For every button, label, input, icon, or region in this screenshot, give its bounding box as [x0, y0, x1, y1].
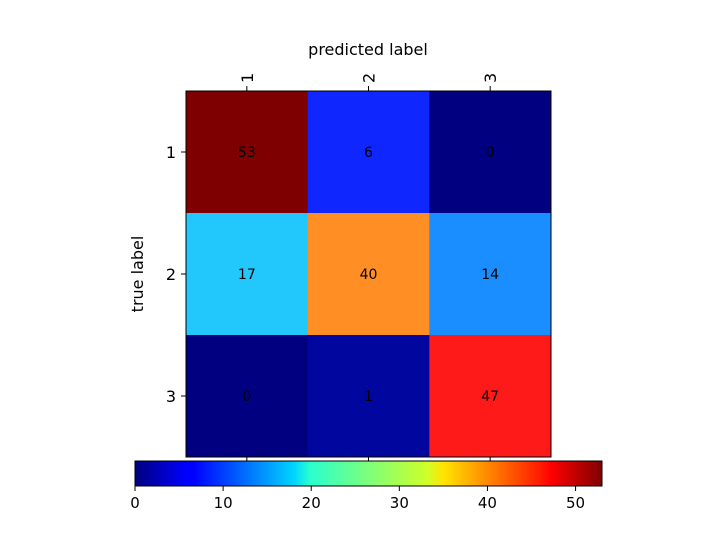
heatmap-cell-r2-c1 — [186, 213, 309, 336]
heatmap-cell-labels: 53 6 0 17 40 14 0 1 47 — [238, 145, 499, 405]
heatmap-cell-r3-c3 — [429, 335, 552, 458]
x-tick-label: 3 — [481, 73, 500, 83]
heatmap-cell-r2-c2 — [307, 213, 430, 336]
heatmap-cell-r2-c3 — [429, 213, 552, 336]
colorbar-tick-label: 10 — [214, 494, 233, 512]
colorbar-tick-label: 30 — [390, 494, 409, 512]
cell-value-label-r3-c1: 0 — [242, 389, 251, 405]
cell-value-label-r2-c3: 14 — [481, 267, 499, 283]
heatmap-cells — [186, 91, 552, 458]
cell-value-label-r2-c2: 40 — [360, 267, 378, 283]
colorbar-tick-label: 20 — [302, 494, 321, 512]
y-tick-label: 1 — [166, 143, 176, 162]
colorbar-ticks: 0 10 20 30 40 50 — [130, 486, 585, 512]
cell-value-label-r3-c3: 47 — [481, 389, 499, 405]
y-axis-ticks: 1 2 3 — [166, 143, 186, 406]
x-tick-label: 2 — [360, 73, 379, 83]
cell-value-label-r1-c3: 0 — [486, 145, 495, 161]
heatmap-cell-r1-c3 — [429, 91, 552, 214]
y-tick-label: 2 — [166, 265, 176, 284]
x-tick-label: 1 — [238, 73, 257, 83]
colorbar-tick-label: 40 — [478, 494, 497, 512]
x-axis-title: predicted label — [308, 40, 428, 59]
colorbar — [134, 460, 603, 487]
cell-value-label-r1-c1: 53 — [238, 145, 256, 161]
colorbar-tick-label: 0 — [130, 494, 140, 512]
cell-value-label-r1-c2: 6 — [364, 145, 373, 161]
heatmap-cell-r1-c1 — [186, 91, 309, 214]
heatmap-cell-r1-c2 — [307, 91, 430, 214]
y-axis-title: true label — [128, 236, 147, 313]
cell-value-label-r2-c1: 17 — [238, 267, 256, 283]
y-tick-label: 3 — [166, 387, 176, 406]
cell-value-label-r3-c2: 1 — [364, 389, 373, 405]
colorbar-tick-label: 50 — [566, 494, 585, 512]
heatmap-cell-r3-c1 — [186, 335, 309, 458]
heatmap-cell-r3-c2 — [307, 335, 430, 458]
